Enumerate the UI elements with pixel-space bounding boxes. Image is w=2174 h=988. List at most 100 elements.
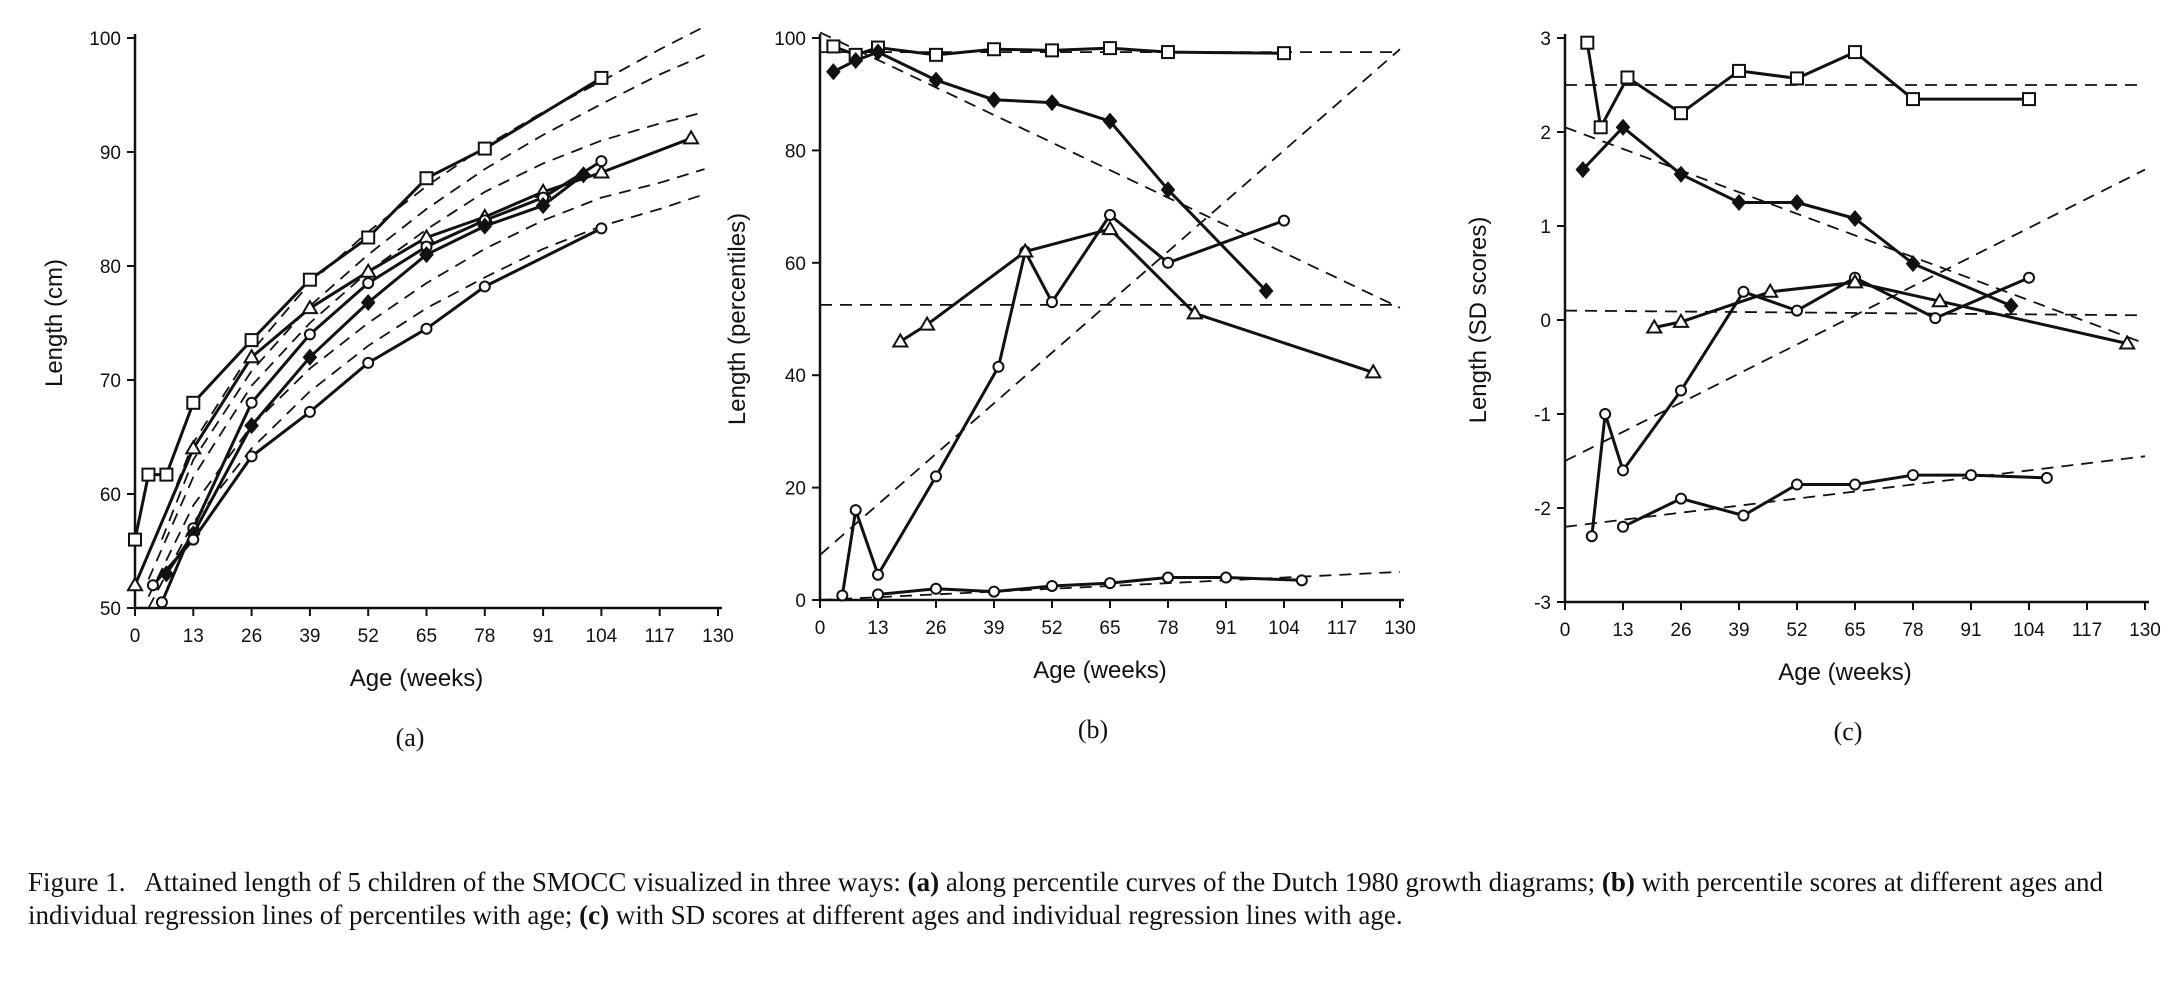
y-tick-label: 70 [100,371,121,392]
data-point [930,470,942,483]
y-axis-label: Length (SD scores) [1465,217,1492,424]
data-point [1162,256,1174,269]
x-tick-label: 65 [1844,620,1865,641]
data-point [1046,579,1058,592]
data-point [1906,92,1920,107]
x-tick-label: 26 [1670,620,1691,641]
data-point [419,171,434,186]
x-tick-label: 26 [925,618,946,639]
regression-line-4 [1564,168,2146,462]
y-tick-label: 40 [785,366,806,387]
y-tick-label: -1 [1534,405,1551,426]
data-point [477,217,493,235]
series-line [1581,125,2012,308]
regression-line-2 [819,31,1401,309]
caption-text-3: with percentile scores at different ages… [28,867,2103,930]
x-tick-label: 13 [867,618,888,639]
data-point [1929,312,1942,325]
series-4 [891,220,1382,379]
data-point [870,43,886,61]
data-point [1277,46,1291,61]
x-axis-label: Age (weeks) [350,665,483,692]
data-point [1965,469,1977,482]
x-tick-label: 91 [1960,620,1981,641]
y-tick-label: 80 [785,141,806,162]
data-point [1791,304,1803,317]
data-point [245,450,258,463]
panel-label: (b) [1078,715,1108,744]
caption-text-1: Attained length of 5 children of the SMO… [144,867,908,897]
x-tick-label: 65 [1099,618,1120,639]
data-point [848,51,864,70]
data-point [592,163,611,179]
y-axis-label: Length (percentiles) [724,213,751,425]
data-point [1044,94,1060,112]
data-point [891,332,910,348]
data-point [595,222,608,235]
data-point [159,565,174,583]
data-point [1849,478,1861,491]
chart-panel-3: 0 13 26 39 52 65 78 91 104 117 130 -3 -2 -1 0 1 2 3 Age (w… [1465,29,2161,746]
x-tick-label: 39 [983,618,1004,639]
data-point [2022,92,2036,107]
data-point [2118,334,2136,350]
caption-mark-a: (a) [907,867,940,897]
y-tick-label: 60 [100,485,121,506]
figure: 0 13 26 39 52 65 78 91 104 117 1305060708090100Age… [41,25,2161,752]
data-point [1599,408,1612,420]
data-point [1737,509,1750,522]
data-point [1907,469,1919,482]
data-point [128,532,142,547]
x-tick-label: 78 [1902,620,1923,641]
x-tick-label: 130 [1384,618,1416,639]
series-5 [1617,469,2053,533]
percentile-curve-3 [147,111,705,580]
panel-label: (c) [1834,717,1863,746]
data-point [245,396,258,409]
percentile-curve-4 [147,168,705,597]
series-line [133,76,603,540]
data-point [1673,165,1689,183]
x-tick-label: 26 [241,626,262,647]
data-point [1278,214,1290,227]
series-line [1622,473,2047,529]
x-tick-label: 39 [1728,620,1749,641]
x-tick-label: 0 [130,626,141,647]
x-tick-label: 104 [586,626,618,647]
data-point [477,141,492,156]
y-tick-label: 100 [89,29,121,50]
percentile-curve-1 [161,25,705,523]
series-4 [159,166,591,583]
y-tick-label: -3 [1534,593,1551,614]
data-point [244,417,259,435]
series-1 [826,39,1291,62]
series-3 [836,209,1290,602]
data-point [1585,530,1598,543]
data-point [928,71,944,89]
data-point [187,533,200,546]
x-tick-label: 117 [645,626,675,647]
data-point [1575,161,1591,179]
percentile-curve-2 [161,54,705,540]
series-line [160,159,603,603]
data-point [1104,577,1116,590]
data-point [1046,296,1058,309]
data-point [420,322,433,335]
y-tick-label: -2 [1534,499,1551,520]
caption-mark-c: (c) [579,900,610,930]
data-point [1790,71,1804,86]
panel-label: (a) [396,723,425,752]
x-tick-label: 13 [1612,620,1633,641]
data-point [992,360,1005,373]
data-point [1675,384,1687,397]
data-point [302,272,317,287]
data-point [159,467,174,482]
data-point [362,277,375,290]
data-point [303,328,316,341]
data-point [682,129,700,145]
series-2 [126,129,700,592]
series-5 [146,222,608,592]
data-point [872,568,884,581]
data-point [988,585,1000,598]
series-5 [872,571,1308,601]
